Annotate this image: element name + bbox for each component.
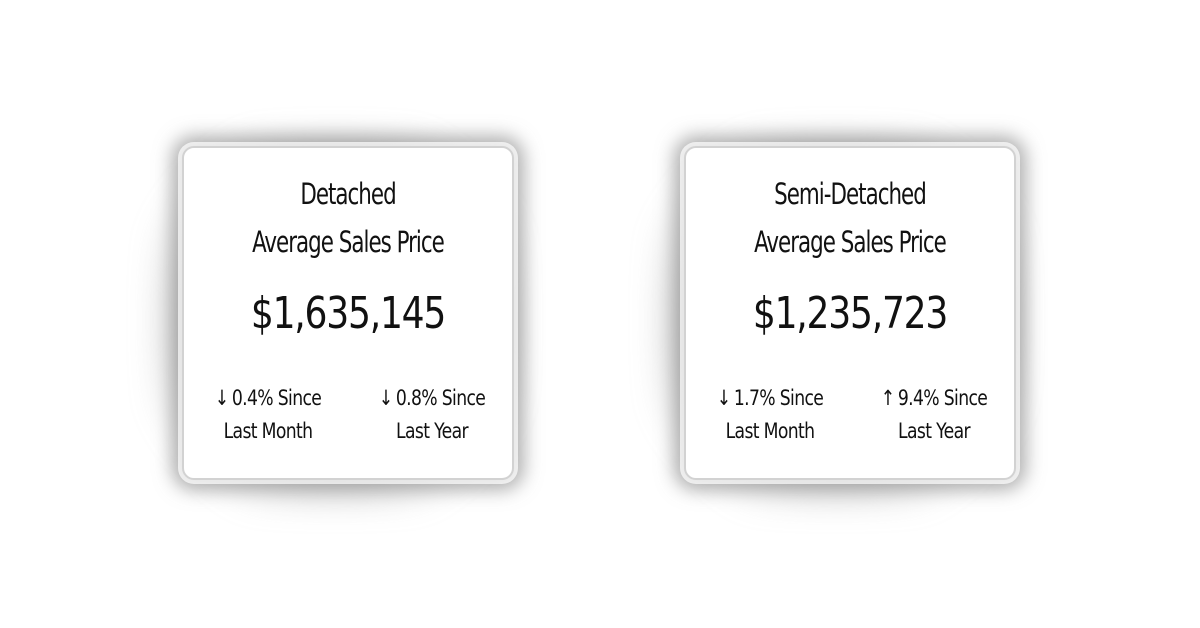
month-change-value: 1.7% Since: [733, 386, 824, 410]
semi-detached-price-card: Semi-Detached Average Sales Price $1,235…: [684, 146, 1016, 480]
month-change-stat: ↓ 1.7% Since Last Month: [704, 382, 835, 448]
card-title: Detached Average Sales Price: [214, 170, 483, 266]
year-change-period: Last Year: [898, 419, 971, 443]
card-title-line-2: Average Sales Price: [252, 225, 445, 259]
card-title-line-2: Average Sales Price: [754, 225, 947, 259]
year-change-period: Last Year: [396, 419, 469, 443]
trend-arrow-icon: ↓: [214, 386, 229, 410]
year-change-value: 9.4% Since: [897, 386, 988, 410]
month-change-period: Last Month: [223, 419, 313, 443]
trend-arrow-icon: ↓: [716, 386, 731, 410]
year-change-stat: ↑ 9.4% Since Last Year: [868, 382, 999, 448]
detached-price-card: Detached Average Sales Price $1,635,145 …: [182, 146, 514, 480]
average-price: $1,635,145: [250, 288, 447, 339]
card-title-line-1: Semi-Detached: [774, 177, 927, 211]
year-change-value: 0.8% Since: [395, 386, 486, 410]
card-title-line-1: Detached: [300, 177, 396, 211]
trend-arrow-icon: ↓: [378, 386, 393, 410]
average-price: $1,235,723: [752, 288, 949, 339]
month-change-period: Last Month: [725, 419, 815, 443]
trend-arrow-icon: ↑: [880, 386, 895, 410]
card-title: Semi-Detached Average Sales Price: [716, 170, 985, 266]
year-change-stat: ↓ 0.8% Since Last Year: [366, 382, 497, 448]
month-change-stat: ↓ 0.4% Since Last Month: [202, 382, 333, 448]
month-change-value: 0.4% Since: [231, 386, 322, 410]
